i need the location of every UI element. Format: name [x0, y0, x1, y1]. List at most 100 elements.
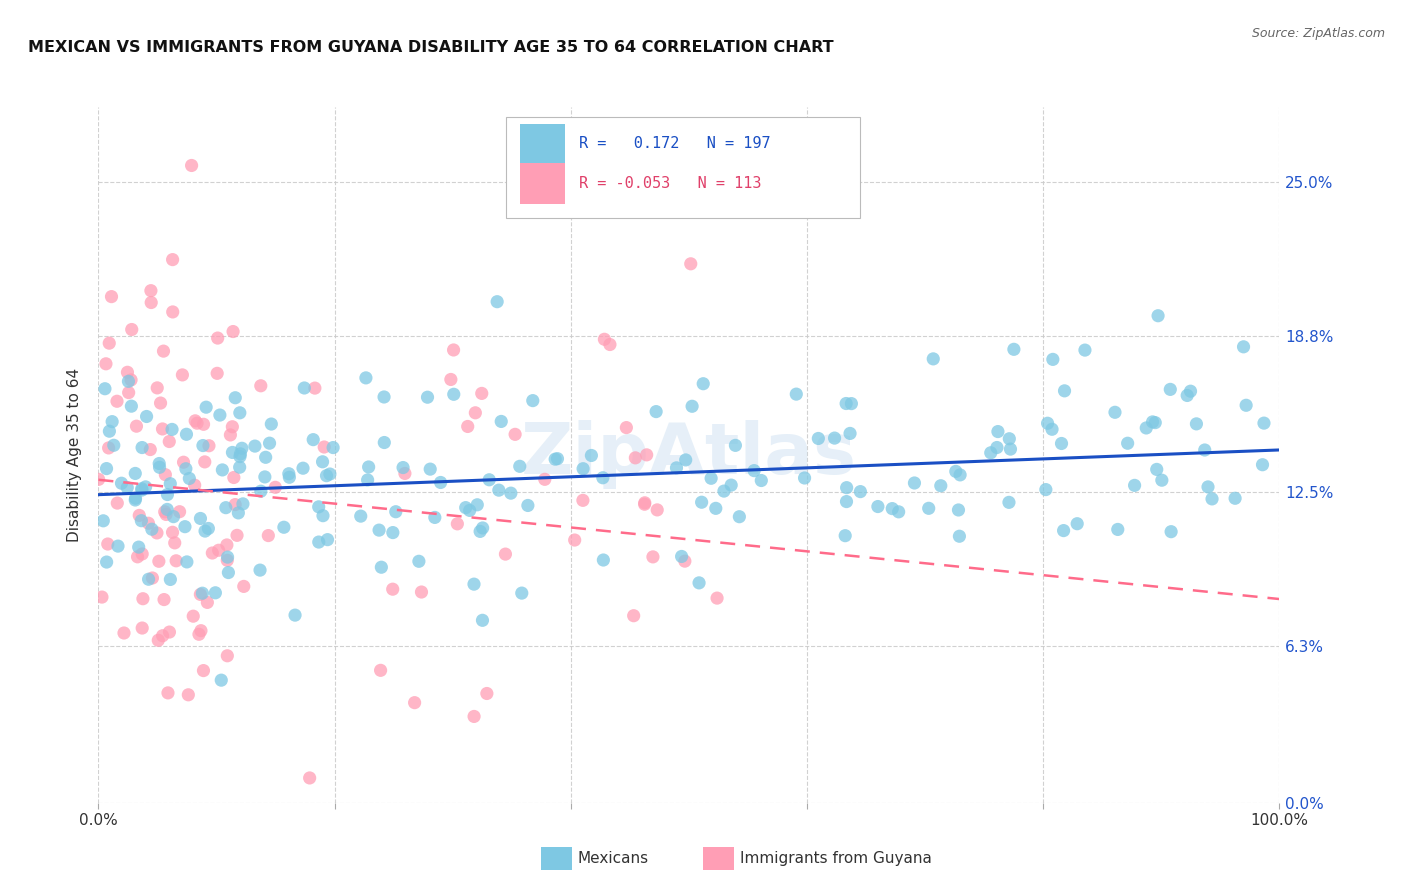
- Point: [749, 474, 772, 488]
- Point: [592, 553, 614, 567]
- Point: [1052, 524, 1074, 538]
- Point: [97, 537, 120, 551]
- Point: [1035, 483, 1057, 497]
- Point: [807, 432, 830, 446]
- Point: [522, 393, 544, 408]
- Point: [866, 500, 889, 514]
- Point: [834, 529, 856, 543]
- Point: [681, 399, 703, 413]
- Point: [1197, 480, 1219, 494]
- Point: [887, 505, 910, 519]
- Point: [224, 498, 246, 512]
- Point: [94, 357, 117, 371]
- Point: [370, 664, 392, 678]
- Point: [146, 381, 169, 395]
- Point: [254, 450, 277, 465]
- Point: [440, 372, 463, 386]
- Point: [121, 322, 143, 336]
- Point: [700, 471, 723, 485]
- Point: [141, 522, 163, 536]
- Point: [839, 426, 862, 441]
- Point: [624, 450, 647, 465]
- Point: [139, 442, 162, 457]
- Point: [197, 521, 219, 535]
- Point: [193, 417, 215, 432]
- Point: [835, 494, 858, 508]
- Point: [156, 686, 179, 700]
- Point: [688, 575, 710, 590]
- Point: [110, 476, 132, 491]
- Point: [208, 543, 231, 558]
- Point: [209, 673, 232, 688]
- Point: [918, 501, 941, 516]
- Text: Mexicans: Mexicans: [578, 852, 650, 866]
- Point: [704, 501, 727, 516]
- Point: [464, 406, 486, 420]
- Point: [91, 590, 114, 604]
- Point: [465, 498, 488, 512]
- Point: [155, 467, 177, 482]
- Point: [180, 159, 202, 173]
- Point: [488, 483, 510, 498]
- Point: [572, 493, 595, 508]
- Point: [1160, 524, 1182, 539]
- Point: [229, 406, 252, 420]
- Point: [146, 525, 169, 540]
- Point: [103, 438, 125, 452]
- Point: [141, 295, 163, 310]
- Point: [215, 538, 238, 552]
- Point: [128, 508, 150, 523]
- Point: [454, 500, 477, 515]
- Point: [319, 467, 342, 481]
- Point: [423, 510, 446, 524]
- Point: [636, 448, 658, 462]
- Point: [226, 528, 249, 542]
- Point: [128, 540, 150, 554]
- Point: [322, 441, 344, 455]
- Point: [516, 499, 538, 513]
- Point: [948, 529, 970, 543]
- Point: [312, 508, 335, 523]
- Point: [998, 432, 1021, 446]
- Point: [443, 387, 465, 401]
- Point: [120, 399, 142, 413]
- Point: [193, 664, 215, 678]
- Point: [533, 472, 555, 486]
- Point: [165, 554, 187, 568]
- Point: [94, 382, 117, 396]
- Point: [224, 391, 246, 405]
- Point: [173, 455, 195, 469]
- Point: [124, 491, 146, 506]
- Point: [257, 528, 280, 542]
- Point: [138, 572, 160, 586]
- FancyBboxPatch shape: [520, 124, 565, 164]
- Point: [713, 484, 735, 499]
- Point: [131, 514, 153, 528]
- Point: [675, 453, 697, 467]
- Point: [304, 381, 326, 395]
- Point: [217, 648, 239, 663]
- Point: [219, 428, 242, 442]
- Point: [489, 414, 512, 428]
- Point: [785, 387, 807, 401]
- Point: [593, 332, 616, 346]
- Point: [1123, 478, 1146, 492]
- Point: [228, 506, 250, 520]
- Point: [1053, 384, 1076, 398]
- Point: [1042, 352, 1064, 367]
- Point: [510, 586, 533, 600]
- Point: [259, 436, 281, 450]
- Point: [633, 497, 655, 511]
- Point: [494, 547, 516, 561]
- Point: [408, 554, 430, 568]
- Point: [1251, 458, 1274, 472]
- Point: [215, 500, 238, 515]
- Point: [1107, 523, 1129, 537]
- Point: [987, 425, 1010, 439]
- Point: [96, 461, 118, 475]
- Point: [394, 467, 416, 481]
- Point: [1104, 405, 1126, 419]
- Point: [373, 390, 395, 404]
- Point: [634, 496, 657, 510]
- Point: [181, 609, 204, 624]
